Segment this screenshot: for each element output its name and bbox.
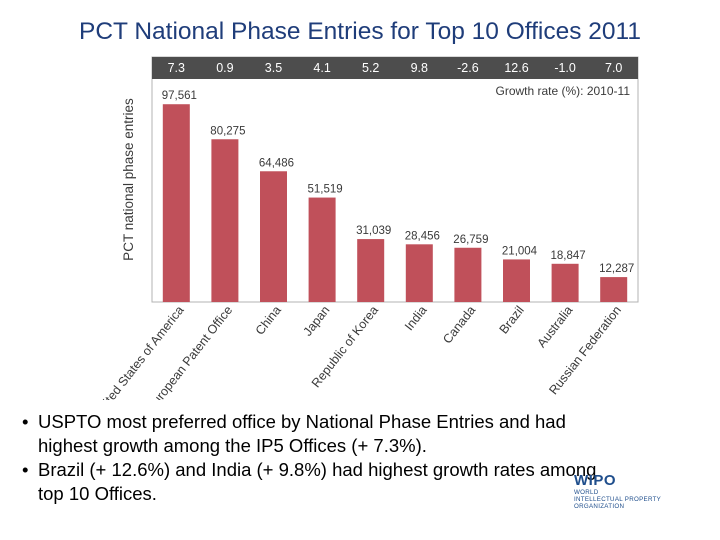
bar-value-label: 31,039 bbox=[356, 225, 391, 237]
category-label: Canada bbox=[440, 303, 478, 346]
bullet-item: Brazil (+ 12.6%) and India (+ 9.8%) had … bbox=[20, 458, 620, 506]
bar bbox=[260, 171, 287, 302]
logo-line: ORGANIZATION bbox=[574, 503, 625, 510]
growth-rate-value: 12.6 bbox=[504, 61, 528, 75]
wipo-logo: WIPO WORLD INTELLECTUAL PROPERTY ORGANIZ… bbox=[574, 473, 704, 517]
growth-rate-value: -1.0 bbox=[554, 61, 576, 75]
bar-value-label: 64,486 bbox=[259, 157, 294, 169]
category-label: European Patent Office bbox=[144, 303, 235, 400]
bar-value-label: 18,847 bbox=[551, 250, 586, 262]
bar-value-label: 28,456 bbox=[405, 230, 440, 242]
growth-rate-value: 5.2 bbox=[362, 61, 379, 75]
category-label: Brazil bbox=[497, 303, 527, 336]
y-axis-label: PCT national phase entries bbox=[121, 98, 136, 261]
bar-value-label: 21,004 bbox=[502, 245, 538, 257]
logo-line: WORLD bbox=[574, 489, 599, 496]
bar bbox=[357, 239, 385, 302]
growth-rate-value: 9.8 bbox=[411, 61, 428, 75]
bar bbox=[503, 259, 530, 302]
bar-chart: PCT national phase entries Growth rate (%… bbox=[91, 56, 639, 400]
growth-rate-label: Growth rate (%): 2010-11 bbox=[495, 84, 630, 98]
bar-value-label: 26,759 bbox=[453, 234, 488, 246]
slide-title: PCT National Phase Entries for Top 10 Of… bbox=[78, 18, 641, 45]
growth-rate-value: 4.1 bbox=[313, 61, 330, 75]
bar-value-label: 80,275 bbox=[210, 125, 245, 137]
bar bbox=[551, 263, 579, 302]
bar bbox=[162, 104, 190, 302]
bar bbox=[308, 197, 336, 302]
category-label: Japan bbox=[300, 303, 332, 338]
bar-value-label: 12,287 bbox=[599, 263, 634, 275]
bullet-list: USPTO most preferred office by National … bbox=[20, 410, 620, 506]
growth-rate-value: 7.3 bbox=[168, 61, 185, 75]
bar bbox=[405, 244, 433, 302]
bullet-item: USPTO most preferred office by National … bbox=[20, 410, 620, 458]
category-label: China bbox=[253, 303, 284, 337]
bar-value-label: 97,561 bbox=[162, 90, 197, 102]
growth-rate-value: 0.9 bbox=[216, 61, 233, 75]
bar bbox=[211, 139, 239, 302]
growth-rate-value: 7.0 bbox=[605, 61, 622, 75]
category-label: Australia bbox=[534, 303, 575, 350]
growth-rate-value: -2.6 bbox=[457, 61, 479, 75]
logo-wordmark: WIPO bbox=[574, 472, 616, 489]
growth-rate-value: 3.5 bbox=[265, 61, 282, 75]
bar bbox=[600, 277, 628, 302]
bar-value-label: 51,519 bbox=[308, 184, 343, 196]
bar bbox=[454, 247, 482, 302]
growth-rate-band bbox=[152, 57, 638, 79]
category-label: India bbox=[402, 303, 430, 333]
logo-line: INTELLECTUAL PROPERTY bbox=[574, 496, 662, 503]
